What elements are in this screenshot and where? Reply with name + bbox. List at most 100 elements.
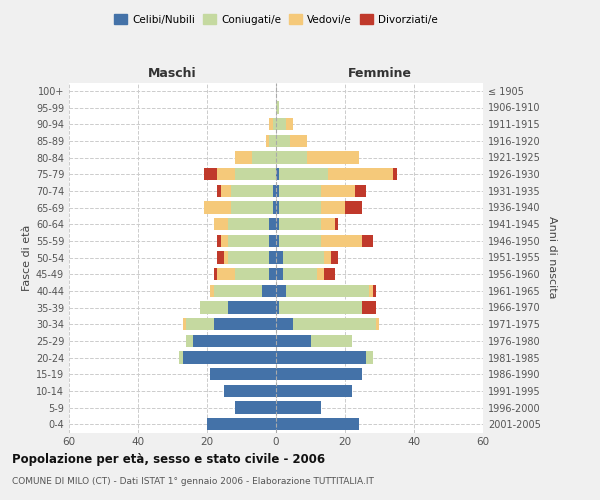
Bar — [276, 201, 280, 214]
Bar — [321, 234, 362, 247]
Bar — [335, 218, 338, 230]
Bar — [272, 201, 276, 214]
Bar — [266, 134, 269, 147]
Legend: Celibi/Nubili, Coniugati/e, Vedovi/e, Divorziati/e: Celibi/Nubili, Coniugati/e, Vedovi/e, Di… — [110, 10, 442, 29]
Text: Maschi: Maschi — [148, 67, 197, 80]
Bar — [211, 284, 214, 297]
Bar — [276, 118, 286, 130]
Bar — [262, 284, 276, 297]
Bar — [276, 318, 293, 330]
Bar — [286, 118, 293, 130]
Bar — [276, 101, 280, 114]
Bar — [276, 168, 280, 180]
Bar — [373, 284, 376, 297]
Bar — [355, 184, 366, 197]
Bar — [221, 234, 228, 247]
Bar — [214, 318, 276, 330]
Bar — [200, 301, 228, 314]
Bar — [286, 284, 369, 297]
Bar — [369, 284, 373, 297]
Bar — [325, 251, 331, 264]
Bar — [228, 301, 276, 314]
Bar — [321, 218, 335, 230]
Bar — [269, 234, 276, 247]
Bar — [269, 268, 276, 280]
Bar — [228, 218, 269, 230]
Bar — [362, 234, 373, 247]
Bar — [325, 268, 335, 280]
Bar — [272, 184, 276, 197]
Text: Femmine: Femmine — [347, 67, 412, 80]
Text: COMUNE DI MILO (CT) - Dati ISTAT 1° gennaio 2006 - Elaborazione TUTTITALIA.IT: COMUNE DI MILO (CT) - Dati ISTAT 1° genn… — [12, 478, 374, 486]
Bar — [276, 401, 321, 414]
Bar — [317, 268, 324, 280]
Bar — [269, 134, 276, 147]
Bar — [187, 318, 214, 330]
Bar — [345, 201, 362, 214]
Bar — [217, 251, 224, 264]
Bar — [235, 151, 252, 164]
Bar — [214, 268, 217, 280]
Bar — [203, 201, 231, 214]
Bar — [276, 301, 280, 314]
Bar — [214, 218, 228, 230]
Bar — [276, 368, 362, 380]
Bar — [276, 418, 359, 430]
Bar — [217, 184, 221, 197]
Bar — [217, 268, 235, 280]
Bar — [224, 384, 276, 397]
Bar — [276, 151, 307, 164]
Bar — [214, 284, 262, 297]
Bar — [321, 201, 345, 214]
Bar — [228, 234, 269, 247]
Bar — [217, 168, 235, 180]
Bar — [366, 351, 373, 364]
Bar — [362, 301, 376, 314]
Bar — [235, 268, 269, 280]
Bar — [221, 184, 231, 197]
Bar — [211, 368, 276, 380]
Bar — [203, 168, 217, 180]
Bar — [276, 268, 283, 280]
Bar — [280, 201, 321, 214]
Bar — [231, 184, 272, 197]
Bar — [280, 301, 362, 314]
Bar — [394, 168, 397, 180]
Text: Popolazione per età, sesso e stato civile - 2006: Popolazione per età, sesso e stato civil… — [12, 452, 325, 466]
Bar — [276, 334, 311, 347]
Bar — [179, 351, 183, 364]
Bar — [252, 151, 276, 164]
Bar — [311, 334, 352, 347]
Bar — [276, 351, 366, 364]
Bar — [283, 268, 317, 280]
Bar — [293, 318, 376, 330]
Bar — [280, 234, 321, 247]
Bar — [280, 168, 328, 180]
Bar — [231, 201, 272, 214]
Bar — [269, 218, 276, 230]
Bar — [276, 218, 280, 230]
Bar — [217, 234, 221, 247]
Bar — [376, 318, 379, 330]
Bar — [321, 184, 355, 197]
Bar — [276, 234, 280, 247]
Bar — [207, 418, 276, 430]
Bar — [183, 318, 187, 330]
Bar — [290, 134, 307, 147]
Bar — [307, 151, 359, 164]
Bar — [269, 118, 272, 130]
Bar — [193, 334, 276, 347]
Bar — [276, 251, 283, 264]
Bar — [272, 118, 276, 130]
Bar — [235, 401, 276, 414]
Bar — [228, 251, 269, 264]
Bar — [183, 351, 276, 364]
Bar — [187, 334, 193, 347]
Bar — [276, 284, 286, 297]
Bar — [224, 251, 228, 264]
Bar — [331, 251, 338, 264]
Bar — [276, 384, 352, 397]
Bar — [276, 184, 280, 197]
Bar — [269, 251, 276, 264]
Y-axis label: Anni di nascita: Anni di nascita — [547, 216, 557, 298]
